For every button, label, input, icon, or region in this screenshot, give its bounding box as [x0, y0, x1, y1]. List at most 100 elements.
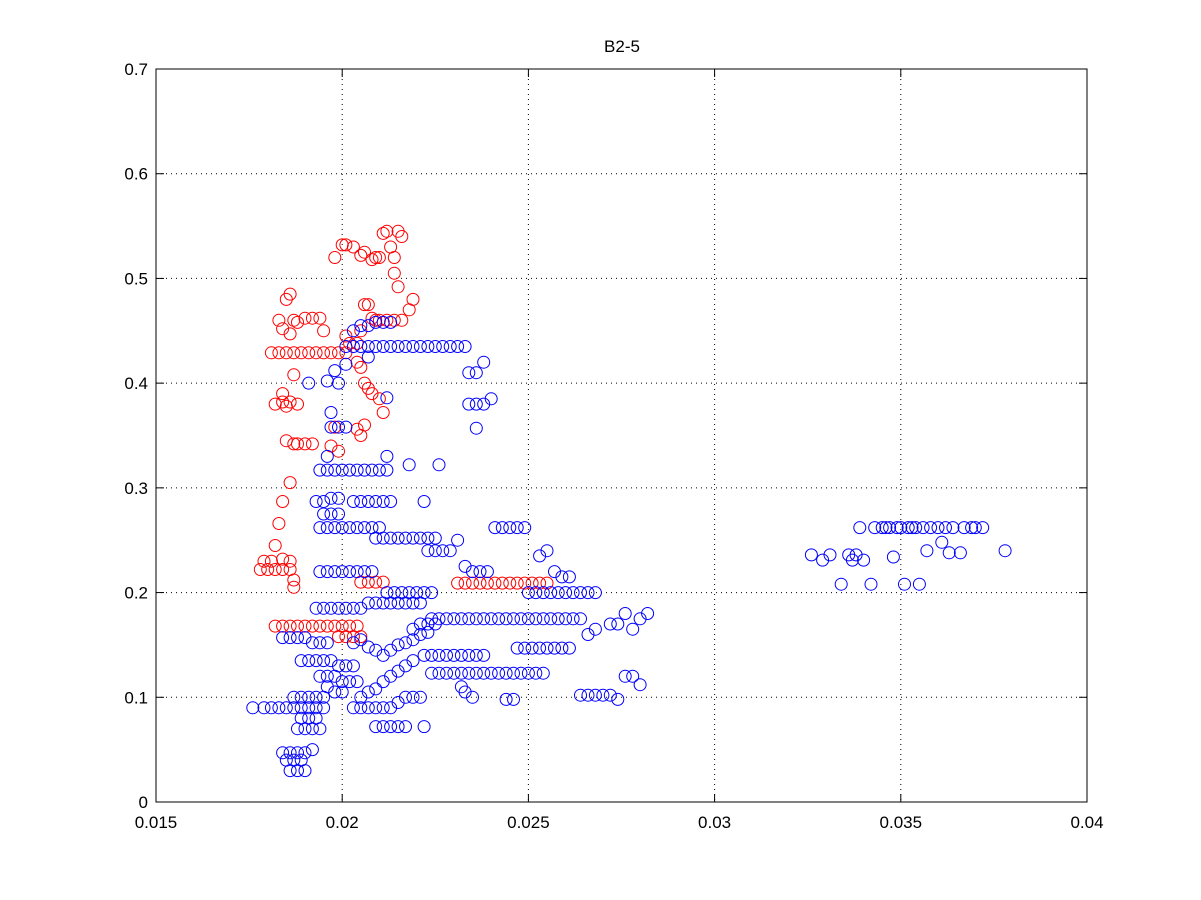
- data-point: [376, 531, 390, 545]
- data-point: [413, 617, 427, 631]
- data-point: [361, 495, 375, 508]
- data-point: [853, 521, 867, 535]
- data-point: [287, 701, 301, 715]
- plot-area-frame: [155, 68, 1088, 803]
- data-points: [246, 224, 1012, 778]
- data-point: [346, 601, 360, 615]
- data-point: [391, 696, 405, 709]
- data-point: [898, 577, 911, 591]
- data-point: [816, 553, 830, 567]
- data-point: [384, 315, 398, 329]
- data-point: [518, 641, 532, 655]
- data-point: [588, 688, 602, 702]
- data-point: [294, 346, 308, 360]
- data-point: [492, 666, 506, 680]
- data-point: [566, 586, 580, 600]
- data-point: [332, 444, 345, 458]
- data-point: [462, 648, 476, 662]
- data-point: [372, 251, 386, 264]
- data-point: [287, 573, 301, 587]
- data-point: [574, 612, 587, 626]
- data-point: [309, 701, 323, 715]
- data-point: [354, 324, 368, 338]
- data-point: [488, 576, 502, 590]
- data-point: [369, 643, 383, 657]
- data-point: [346, 659, 360, 673]
- data-point: [406, 531, 420, 545]
- data-point: [328, 420, 342, 434]
- data-point: [432, 648, 446, 662]
- grid-lines: [156, 69, 1087, 802]
- data-point: [849, 548, 863, 562]
- data-point: [611, 617, 625, 631]
- chart-title: B2-5: [604, 37, 640, 56]
- x-tick-label: 0.02: [326, 813, 359, 832]
- data-point: [525, 641, 539, 655]
- data-point: [536, 666, 550, 680]
- data-point: [328, 521, 342, 535]
- data-point: [361, 640, 375, 654]
- data-point: [372, 392, 386, 406]
- data-point: [302, 376, 316, 390]
- data-point: [462, 612, 476, 626]
- data-point: [276, 746, 290, 760]
- data-point: [324, 601, 338, 615]
- data-point: [574, 688, 587, 702]
- y-tick-label: 0.2: [124, 584, 148, 603]
- data-point: [406, 690, 420, 704]
- data-point: [909, 521, 923, 535]
- data-point: [309, 690, 323, 704]
- data-point: [421, 544, 435, 558]
- data-point: [916, 521, 930, 535]
- data-point: [272, 313, 286, 327]
- data-point: [618, 669, 632, 683]
- data-point: [440, 648, 453, 662]
- data-point: [346, 324, 360, 338]
- data-point: [328, 251, 342, 264]
- data-point: [309, 346, 323, 360]
- data-point: [868, 521, 882, 535]
- data-point: [376, 406, 390, 419]
- data-point: [317, 701, 331, 715]
- data-point: [317, 495, 331, 508]
- data-point: [343, 463, 357, 477]
- data-point: [451, 576, 465, 590]
- data-point: [425, 586, 439, 600]
- data-point: [939, 521, 952, 535]
- data-point: [399, 340, 412, 353]
- data-point: [283, 554, 297, 568]
- data-point: [384, 701, 398, 715]
- data-point: [332, 420, 345, 434]
- y-tick-label: 0: [139, 793, 148, 812]
- data-point: [317, 324, 331, 338]
- data-point: [320, 619, 334, 633]
- data-point: [533, 641, 547, 655]
- data-point: [350, 463, 364, 477]
- data-point: [350, 565, 364, 579]
- data-point: [276, 563, 290, 576]
- data-point: [298, 764, 312, 778]
- data-point: [425, 648, 439, 662]
- y-tick-label: 0.5: [124, 269, 148, 288]
- data-point: [354, 248, 368, 262]
- data-point: [272, 517, 286, 530]
- data-point: [302, 346, 316, 360]
- data-point: [559, 612, 573, 626]
- data-point: [257, 701, 271, 715]
- data-point: [339, 340, 353, 353]
- data-point: [354, 360, 368, 374]
- data-point: [305, 619, 319, 633]
- data-point: [372, 463, 386, 477]
- data-point: [354, 633, 368, 647]
- data-point: [953, 546, 967, 560]
- data-point: [361, 340, 375, 353]
- data-point: [291, 315, 304, 329]
- data-point: [376, 701, 390, 715]
- data-point: [469, 612, 483, 626]
- data-point: [335, 685, 349, 699]
- y-tick-label: 0.1: [124, 688, 148, 707]
- data-point: [387, 313, 401, 327]
- data-point: [484, 666, 498, 680]
